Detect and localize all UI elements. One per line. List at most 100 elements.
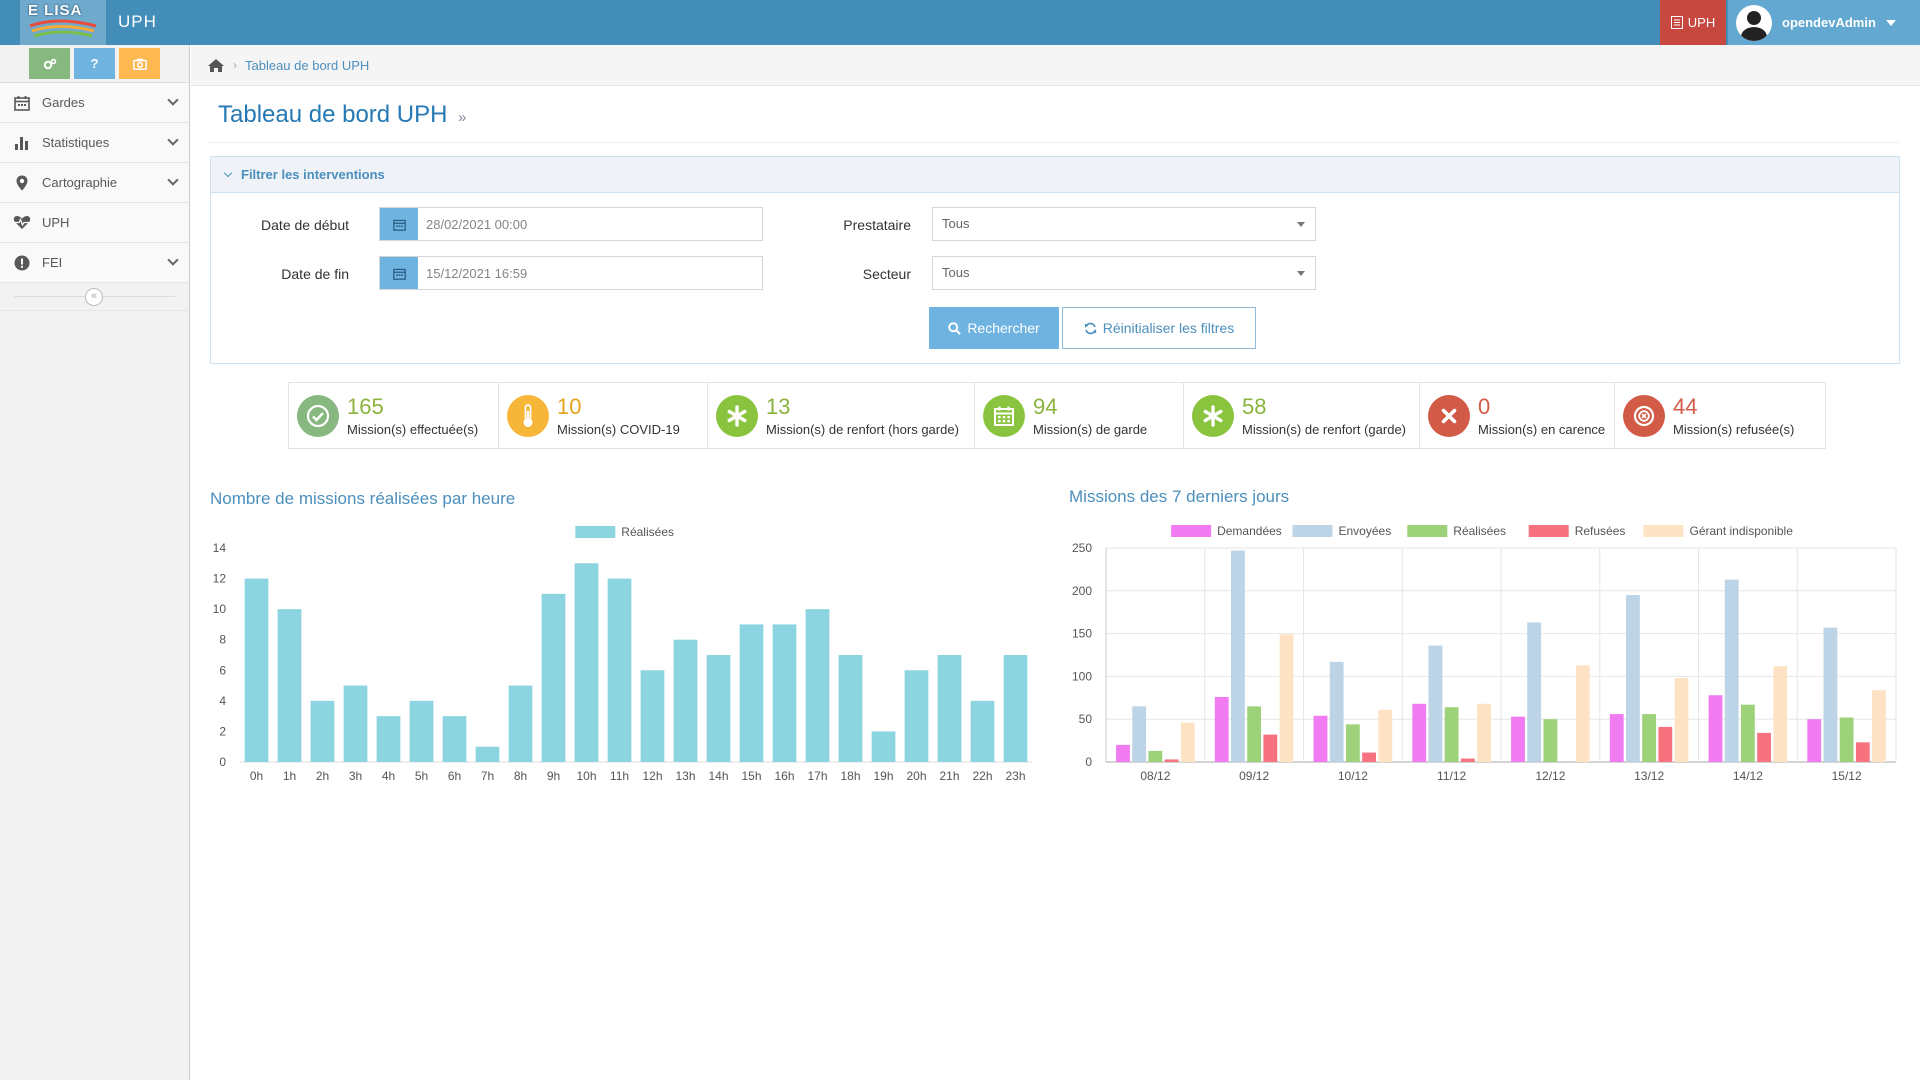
logo-text: E LISA (28, 2, 83, 19)
x-tick-label: 8h (514, 769, 527, 783)
page-header: Tableau de bord UPH » (210, 95, 1900, 143)
prestataire-select[interactable]: Tous (932, 207, 1316, 241)
x-tick-label: 4h (382, 769, 395, 783)
x-tick-label: 6h (448, 769, 461, 783)
home-icon[interactable] (207, 58, 225, 73)
bar-chart-icon (12, 134, 32, 152)
sidebar-item-label: Gardes (42, 95, 85, 110)
chart-bar (706, 655, 731, 762)
exclamation-circle-icon (12, 254, 32, 272)
stat-missions-refusees: 44 Mission(s) refusée(s) (1615, 383, 1825, 448)
chart-bar (673, 639, 698, 762)
sidebar-collapse-button[interactable]: « (85, 288, 103, 306)
camera-shortcut-button[interactable] (119, 48, 160, 79)
x-tick-label: 23h (1005, 769, 1025, 783)
search-icon (948, 321, 962, 335)
stat-value: 0 (1478, 393, 1491, 419)
uph-menu-button[interactable]: UPH (1660, 0, 1726, 45)
x-tick-label: 14h (708, 769, 728, 783)
chart-bar (1740, 704, 1755, 762)
date-debut-label: Date de début (261, 217, 349, 233)
date-fin-field[interactable] (379, 256, 763, 290)
y-tick-label: 10 (213, 602, 227, 616)
chart-bar (1626, 595, 1640, 762)
stats-bar: 165 Mission(s) effectuée(s) 10 Mission(s) … (288, 382, 1826, 449)
secteur-select-value: Tous (942, 265, 970, 280)
chart-bar (1543, 719, 1558, 762)
y-tick-label: 2 (219, 724, 226, 738)
chart-bar (310, 700, 335, 762)
y-tick-label: 200 (1072, 584, 1092, 598)
legend-label: Gérant indisponible (1690, 524, 1794, 538)
page-title: Tableau de bord UPH (218, 101, 448, 128)
calendar-icon[interactable] (380, 257, 418, 289)
list-alt-icon (1670, 16, 1683, 29)
x-tick-label: 7h (481, 769, 494, 783)
chart-bar (1477, 703, 1491, 762)
x-tick-label: 11/12 (1437, 769, 1466, 783)
x-tick-label: 2h (316, 769, 329, 783)
chart-bar (475, 746, 500, 762)
hourly-chart-title: Nombre de missions réalisées par heure (210, 489, 516, 508)
chart-bar (1279, 634, 1294, 762)
stat-label: Mission(s) refusée(s) (1673, 421, 1795, 437)
chart-bar (970, 700, 995, 762)
chart-bar (1527, 622, 1542, 762)
legend-swatch (1171, 525, 1212, 537)
y-tick-label: 14 (213, 541, 227, 555)
chart-bar (1511, 716, 1525, 762)
sidebar-item-statistiques[interactable]: Statistiques (0, 123, 189, 163)
chart-bar (1724, 579, 1739, 762)
x-tick-label: 1h (283, 769, 296, 783)
date-fin-input[interactable] (418, 257, 762, 289)
elisa-logo[interactable]: E LISA (20, 0, 106, 45)
map-marker-icon (12, 174, 32, 192)
weekly-missions-chart: 0 50 100 150 200 250 08/12 09/12 10/12 11/12 12/12… (1072, 524, 1897, 783)
reset-filters-button[interactable]: Réinitialiser les filtres (1062, 307, 1256, 349)
chart-bar (838, 655, 863, 762)
calendar-icon[interactable] (380, 208, 418, 240)
breadcrumb: › Tableau de bord UPH (191, 45, 1920, 86)
user-menu[interactable]: opendevAdmin (1728, 0, 1920, 45)
stat-label: Mission(s) COVID-19 (557, 421, 680, 437)
breadcrumb-current[interactable]: Tableau de bord UPH (245, 57, 370, 73)
chart-bar (1378, 709, 1393, 762)
user-avatar-icon (1736, 4, 1772, 41)
caret-down-icon (1297, 222, 1305, 227)
y-tick-label: 0 (1085, 755, 1092, 769)
date-debut-field[interactable] (379, 207, 763, 241)
chart-bar (1757, 732, 1771, 762)
chart-bar (1773, 666, 1788, 762)
chart-bar (1116, 744, 1130, 762)
secteur-select[interactable]: Tous (932, 256, 1316, 290)
y-tick-label: 8 (219, 633, 226, 647)
sidebar-item-cartographie[interactable]: Cartographie (0, 163, 189, 203)
sidebar-item-gardes[interactable]: Gardes (0, 83, 189, 123)
stat-label: Mission(s) effectuée(s) (347, 421, 479, 437)
cogs-shortcut-button[interactable] (29, 48, 70, 79)
chart-bar (277, 609, 302, 762)
prestataire-label: Prestataire (843, 217, 911, 233)
y-tick-label: 100 (1072, 669, 1092, 683)
chart-bar (1428, 645, 1443, 762)
sidebar-item-uph[interactable]: UPH (0, 203, 189, 243)
sidebar-item-fei[interactable]: FEI (0, 243, 189, 283)
chart-bar (508, 685, 533, 762)
search-button[interactable]: Rechercher (929, 307, 1059, 349)
chart-bar (1708, 695, 1723, 762)
sidebar-item-label: UPH (42, 215, 70, 230)
filter-panel-header[interactable]: Filtrer les interventions (211, 157, 1899, 193)
calendar-icon (12, 94, 32, 112)
legend-label: Réalisées (621, 525, 674, 539)
x-tick-label: 13/12 (1634, 769, 1664, 783)
help-shortcut-button[interactable]: ? (74, 48, 115, 79)
stat-label: Mission(s) de renfort (garde) (1242, 421, 1406, 437)
secteur-label: Secteur (862, 266, 911, 282)
stat-value: 44 (1673, 393, 1698, 419)
chevron-down-icon (167, 254, 179, 266)
legend-swatch (575, 526, 616, 538)
cogs-icon (43, 58, 56, 69)
x-tick-label: 5h (415, 769, 428, 783)
chart-bar (1247, 706, 1262, 762)
date-debut-input[interactable] (418, 208, 762, 240)
